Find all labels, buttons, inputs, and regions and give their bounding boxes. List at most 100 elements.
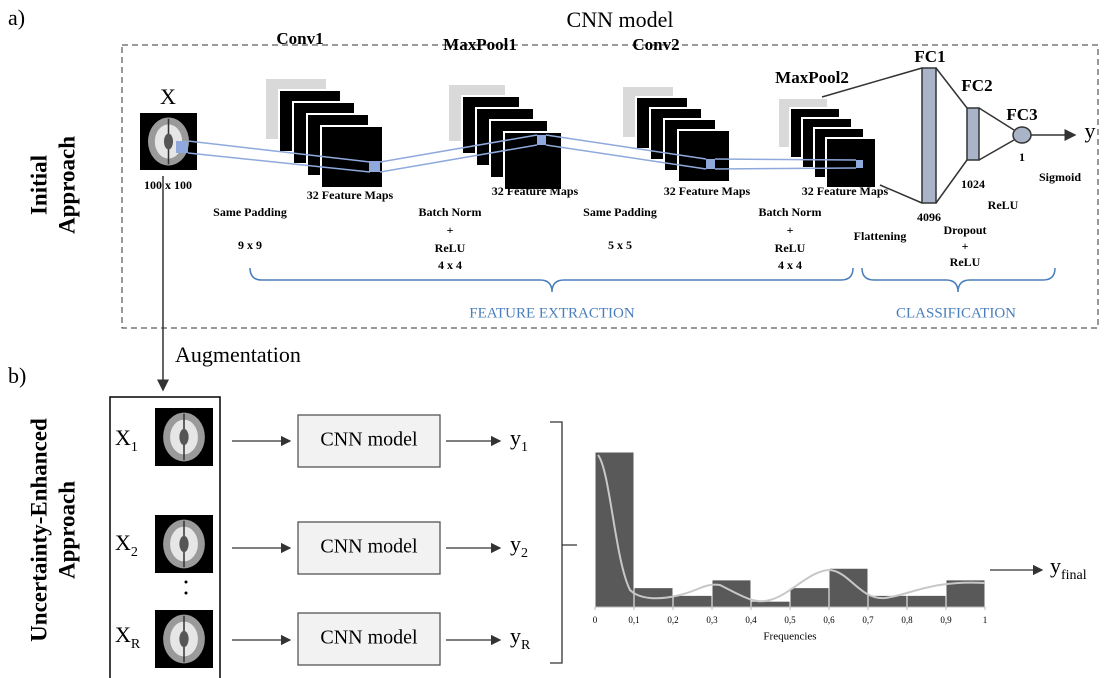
fc-name: FC3	[1006, 105, 1037, 124]
ventricle	[164, 134, 173, 150]
maps-label: 32 Feature Maps	[307, 188, 394, 202]
output-label: y2	[510, 531, 528, 561]
model-label: CNN model	[320, 429, 418, 451]
op-label: 4 x 4	[778, 258, 802, 272]
op-label: Same Padding	[583, 205, 657, 219]
base: X	[115, 622, 131, 647]
output-label: y1	[510, 425, 528, 455]
subscript: final	[1061, 568, 1087, 583]
op-label: ReLU	[950, 255, 981, 269]
ventricle	[179, 429, 188, 445]
op-label: 9 x 9	[238, 238, 262, 252]
panel-label: a)	[8, 5, 25, 30]
op-label: ReLU	[775, 241, 806, 255]
histogram-bar	[790, 588, 829, 607]
x-tick-label: 0,1	[628, 615, 639, 625]
output-label: yR	[510, 623, 531, 653]
section-label: CLASSIFICATION	[896, 305, 1016, 321]
model-title: CNN model	[567, 7, 674, 32]
fc-size: 4096	[917, 210, 941, 224]
x-tick-label: 0,5	[784, 615, 796, 625]
op-label: Flattening	[854, 229, 907, 243]
x-tick-label: 0,6	[823, 615, 835, 625]
base: X	[115, 425, 131, 450]
side-title-line: Approach	[54, 136, 79, 234]
fc-node	[1013, 127, 1031, 143]
side-title-line: Uncertainty-Enhanced	[26, 418, 51, 642]
subscript: 2	[131, 545, 138, 560]
section-label: FEATURE EXTRACTION	[469, 305, 635, 321]
op-label: 4 x 4	[438, 258, 462, 272]
layer-name: MaxPool2	[775, 68, 849, 87]
base: y	[1050, 553, 1061, 578]
model-label: CNN model	[320, 627, 418, 649]
fc-size: 1	[1019, 150, 1025, 164]
panel-label: b)	[8, 363, 26, 388]
op-label: ReLU	[988, 198, 1019, 212]
x-tick-label: 0,9	[940, 615, 952, 625]
histogram-bar	[673, 595, 712, 607]
op-label: Dropout	[943, 223, 986, 237]
ellipsis	[185, 570, 188, 595]
op-label: Batch Norm	[759, 205, 822, 219]
subscript: 1	[131, 440, 138, 455]
subscript: 1	[521, 440, 528, 455]
maps-label: 32 Feature Maps	[492, 184, 579, 198]
input-label: X1	[115, 425, 138, 455]
x-axis-label: Frequencies	[763, 631, 816, 643]
histogram-bar	[907, 595, 946, 607]
density-curve	[598, 455, 985, 601]
base: y	[510, 623, 521, 648]
layer-name: Conv2	[632, 35, 679, 54]
augmentation-label: Augmentation	[175, 342, 301, 367]
ventricle	[179, 631, 188, 647]
x-tick-label: 0	[593, 615, 598, 625]
op-label: +	[787, 223, 794, 237]
layer-name: MaxPool1	[443, 35, 517, 54]
histogram-bar	[829, 568, 868, 607]
maps-label: 32 Feature Maps	[664, 184, 751, 198]
brain-images	[140, 113, 213, 668]
brace	[862, 268, 1055, 292]
subscript: R	[521, 638, 531, 653]
input-size: 100 x 100	[144, 178, 192, 192]
op-label: 5 x 5	[608, 238, 632, 252]
layer-name: Conv1	[276, 29, 323, 48]
output-label: y	[1085, 118, 1096, 143]
base: y	[510, 531, 521, 556]
side-title: Initial Approach	[26, 136, 79, 234]
x-tick-label: 0,8	[901, 615, 913, 625]
final-output: yfinal	[1050, 553, 1087, 583]
input-label: XR	[115, 622, 141, 652]
base: X	[115, 530, 131, 555]
fc-size: 1024	[961, 177, 985, 191]
base: y	[510, 425, 521, 450]
op-label: +	[962, 239, 969, 253]
input-label: X2	[115, 530, 138, 560]
x-tick-label: 0,4	[745, 615, 757, 625]
side-title: Uncertainty-Enhanced Approach	[26, 418, 79, 642]
histogram-bar	[751, 601, 790, 607]
input-label: X	[160, 84, 176, 109]
x-tick-label: 0,2	[667, 615, 678, 625]
op-label: Batch Norm	[419, 205, 482, 219]
x-tick-label: 0,3	[706, 615, 718, 625]
brace	[250, 268, 853, 292]
feature-map	[504, 132, 562, 190]
subscript: R	[131, 637, 141, 652]
bracket	[550, 422, 577, 663]
op-label: Sigmoid	[1039, 170, 1081, 184]
model-label: CNN model	[320, 536, 418, 558]
fc-name: FC1	[914, 47, 945, 66]
feature-maps	[265, 78, 876, 190]
side-title-line: Initial	[26, 155, 51, 215]
feature-map	[826, 138, 876, 188]
brain-image	[155, 408, 213, 466]
x-tick-label: 1	[983, 615, 988, 625]
figure: a) b) CNN model Initial Approach Uncerta…	[0, 0, 1105, 678]
op-label: Same Padding	[213, 205, 287, 219]
subscript: 2	[521, 546, 528, 561]
fc-name: FC2	[961, 76, 992, 95]
op-label: +	[447, 223, 454, 237]
